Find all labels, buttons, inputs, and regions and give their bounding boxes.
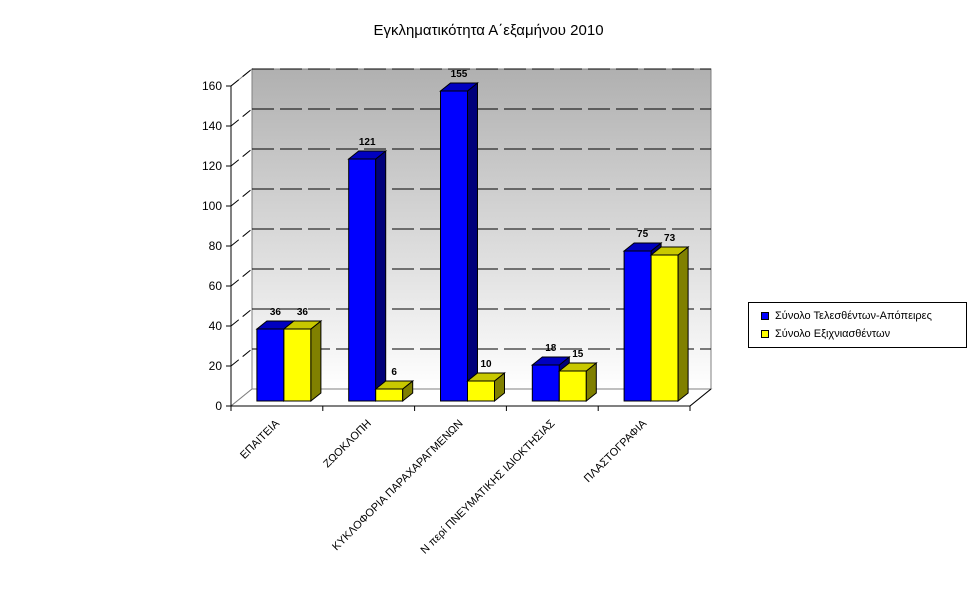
bar-series-2-3 xyxy=(466,371,506,403)
bar-series-2-3-top xyxy=(466,372,506,382)
data-label-series-1-3: 155 xyxy=(451,69,468,80)
y-tick-label: 80 xyxy=(209,239,223,253)
gridline-side xyxy=(230,68,253,87)
bar-series-2-4-front xyxy=(558,370,587,402)
bar-series-2-1-top xyxy=(282,320,323,330)
legend: Σύνολο Τελεσθέντων-Απόπειρες Σύνολο Εξιχ… xyxy=(748,302,967,348)
chart-title: Εγκληματικότητα Α΄εξαμήνου 2010 xyxy=(373,22,604,39)
bar-series-1-2-front xyxy=(348,158,377,402)
legend-swatch-series-1 xyxy=(761,312,769,320)
bar-series-2-3-front xyxy=(467,380,495,402)
bar-series-2-2 xyxy=(374,379,415,403)
side-wall xyxy=(230,67,253,408)
gridline-side xyxy=(230,308,253,327)
x-axis-depth xyxy=(689,388,712,407)
legend-item-series-1: Σύνολο Τελεσθέντων-Απόπειρες xyxy=(761,307,966,325)
bar-series-1-3-front xyxy=(440,90,468,402)
data-label-series-1-2: 121 xyxy=(359,137,376,148)
gridline-side xyxy=(230,348,253,367)
legend-item-series-2: Σύνολο Εξιχνιασθέντων xyxy=(761,325,966,343)
bar-series-2-5 xyxy=(649,245,690,403)
bar-series-2-2-top xyxy=(374,380,415,390)
data-label-series-2-4: 15 xyxy=(572,349,584,360)
data-label-series-1-4: 18 xyxy=(545,343,557,354)
data-label-series-1-1: 36 xyxy=(270,307,282,318)
bar-series-1-3-top xyxy=(439,82,479,92)
gridline-side xyxy=(230,108,253,127)
bar-series-2-5-front xyxy=(650,254,679,402)
bar-series-1-3 xyxy=(439,81,479,403)
data-label-series-1-5: 75 xyxy=(637,229,649,240)
bar-series-2-5-side xyxy=(677,245,689,403)
bar-series-1-5-front xyxy=(623,250,652,402)
bar-series-1-5-top xyxy=(622,242,663,252)
bar-series-1-4-top xyxy=(530,356,571,366)
bar-series-2-1 xyxy=(282,319,323,403)
y-tick-label: 140 xyxy=(202,119,222,133)
bar-series-1-2-side xyxy=(375,149,387,403)
axes xyxy=(226,85,712,411)
data-label-series-2-3: 10 xyxy=(480,359,492,370)
bars xyxy=(255,81,690,403)
data-label-series-2-5: 73 xyxy=(664,233,676,244)
bar-series-2-4-top xyxy=(557,362,598,372)
data-label-series-2-2: 6 xyxy=(391,367,397,378)
legend-label-series-1: Σύνολο Τελεσθέντων-Απόπειρες xyxy=(775,310,932,322)
legend-label-series-2: Σύνολο Εξιχνιασθέντων xyxy=(775,328,891,340)
bar-series-1-1-front xyxy=(256,328,285,402)
bar-series-2-5-top xyxy=(649,246,690,256)
y-tick-label: 60 xyxy=(209,279,223,293)
bar-series-2-2-front xyxy=(375,388,404,402)
bar-series-1-2-top xyxy=(347,150,388,160)
bar-series-1-2 xyxy=(347,149,388,403)
gridline-side xyxy=(230,228,253,247)
gridline-side xyxy=(230,188,253,207)
y-tick-label: 100 xyxy=(202,199,222,213)
y-tick-label: 160 xyxy=(202,79,222,93)
bar-series-2-1-front xyxy=(283,328,312,402)
y-tick-label: 20 xyxy=(209,359,223,373)
data-label-series-2-1: 36 xyxy=(297,307,309,318)
bar-series-2-4 xyxy=(557,361,598,403)
y-tick-label: 0 xyxy=(215,399,222,413)
y-tick-label: 40 xyxy=(209,319,223,333)
category-label-5: ΠΛΑΣΤΟΓΡΑΦΙΑ xyxy=(582,417,650,485)
bar-series-1-3-side xyxy=(467,81,478,403)
legend-swatch-series-2 xyxy=(761,330,769,338)
gridline-side xyxy=(230,268,253,287)
bar-series-1-4-front xyxy=(531,364,560,402)
category-label-2: ΖΩΟΚΛΟΠΗ xyxy=(321,418,374,471)
y-tick-label: 120 xyxy=(202,159,222,173)
bar-series-2-1-side xyxy=(310,319,322,403)
category-label-1: ΕΠΑΙΤΕΙΑ xyxy=(238,417,282,461)
gridline-side xyxy=(230,148,253,167)
